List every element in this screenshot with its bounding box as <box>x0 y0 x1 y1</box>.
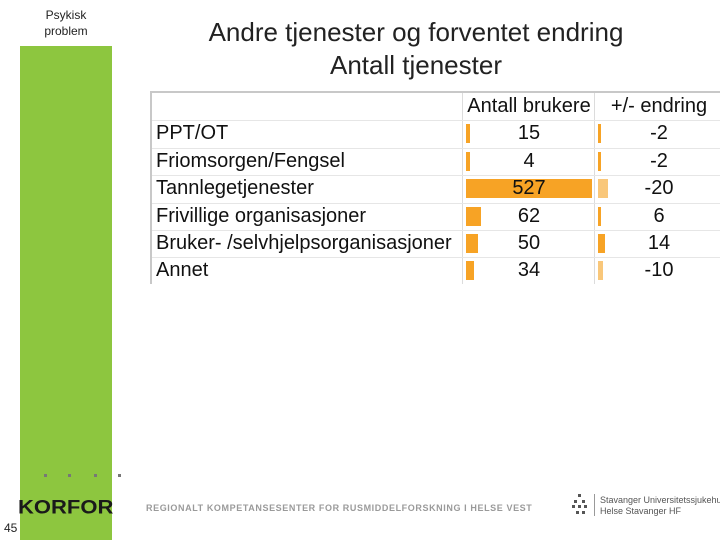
sidebar-label-line2: problem <box>44 24 88 38</box>
sidebar-band: Psykisk problem <box>20 0 112 540</box>
change-bar <box>598 261 603 280</box>
change-value: -20 <box>644 177 674 199</box>
users-value: 4 <box>523 150 535 172</box>
users-cell: 62 <box>464 203 594 230</box>
sidebar-label-line1: Psykisk <box>45 8 87 22</box>
service-name: Bruker- /selvhjelpsorganisasjoner <box>156 232 452 254</box>
users-cell: 34 <box>464 257 594 284</box>
row-divider <box>152 175 720 176</box>
table-row: Frivillige organisasjoner 62 6 <box>152 203 720 230</box>
row-divider <box>152 120 720 121</box>
change-cell: 6 <box>596 203 720 230</box>
change-cell: -10 <box>596 257 720 284</box>
change-cell: 14 <box>596 230 720 257</box>
slide-title-line1: Andre tjenester og forventet endring <box>208 17 624 47</box>
users-value: 50 <box>517 232 541 254</box>
service-name: Annet <box>156 259 209 281</box>
users-bar <box>466 207 481 226</box>
table-header-row: Antall brukere +/- endring <box>152 93 720 120</box>
slide-title-line2: Antall tjenester <box>330 50 502 80</box>
users-cell: 50 <box>464 230 594 257</box>
change-value: 6 <box>653 205 665 227</box>
sidebar-label-box: Psykisk problem <box>20 0 112 46</box>
change-bar <box>598 152 601 171</box>
users-cell: 527 <box>464 175 594 202</box>
change-value: -10 <box>644 259 674 281</box>
row-divider <box>152 230 720 231</box>
table-row: PPT/OT 15 -2 <box>152 120 720 147</box>
service-name: PPT/OT <box>156 122 229 144</box>
footer-tagline: REGIONALT KOMPETANSESENTER FOR RUSMIDDEL… <box>146 503 533 513</box>
slide-title: Andre tjenester og forventet endring Ant… <box>150 16 682 82</box>
services-table: Antall brukere +/- endring PPT/OT 15 -2 Fri… <box>150 91 720 284</box>
users-value: 15 <box>517 122 541 144</box>
change-value: -2 <box>650 150 668 172</box>
users-bar <box>466 152 470 171</box>
header-change-cell: +/- endring <box>596 93 720 120</box>
service-name: Tannlegetjenester <box>156 177 314 199</box>
korfor-logo: KORFOR <box>18 495 114 518</box>
row-divider <box>152 257 720 258</box>
hospital-subname: Helse Stavanger HF <box>600 506 682 516</box>
hospital-logo-divider <box>594 494 595 516</box>
users-bar <box>466 179 592 198</box>
change-bar <box>598 124 601 143</box>
users-cell: 15 <box>464 120 594 147</box>
row-divider <box>152 203 720 204</box>
sidebar-label: Psykisk problem <box>20 7 112 39</box>
change-cell: -2 <box>596 148 720 175</box>
users-value: 527 <box>512 177 546 199</box>
header-users: Antall brukere <box>467 95 591 117</box>
column-divider <box>594 93 595 284</box>
header-users-cell: Antall brukere <box>464 93 594 120</box>
change-value: -2 <box>650 122 668 144</box>
service-name: Frivillige organisasjoner <box>156 205 367 227</box>
table-row: Tannlegetjenester 527 -20 <box>152 175 720 202</box>
table-row: Bruker- /selvhjelpsorganisasjoner 50 14 <box>152 230 720 257</box>
change-bar <box>598 234 605 253</box>
change-bar <box>598 179 608 198</box>
users-bar <box>466 261 474 280</box>
change-value: 14 <box>647 232 671 254</box>
decorative-dots <box>36 470 146 480</box>
hospital-logo-icon <box>572 494 588 516</box>
page-number: 45 <box>4 521 18 535</box>
service-name: Friomsorgen/Fengsel <box>156 150 345 172</box>
users-value: 62 <box>517 205 541 227</box>
users-cell: 4 <box>464 148 594 175</box>
table-row: Friomsorgen/Fengsel 4 -2 <box>152 148 720 175</box>
change-cell: -20 <box>596 175 720 202</box>
column-divider <box>462 93 463 284</box>
users-bar <box>466 234 478 253</box>
header-change: +/- endring <box>610 95 708 117</box>
hospital-name: Stavanger Universitetssjukehus <box>600 495 720 505</box>
change-bar <box>598 207 601 226</box>
users-value: 34 <box>517 259 541 281</box>
row-divider <box>152 148 720 149</box>
users-bar <box>466 124 470 143</box>
table-row: Annet 34 -10 <box>152 257 720 284</box>
change-cell: -2 <box>596 120 720 147</box>
